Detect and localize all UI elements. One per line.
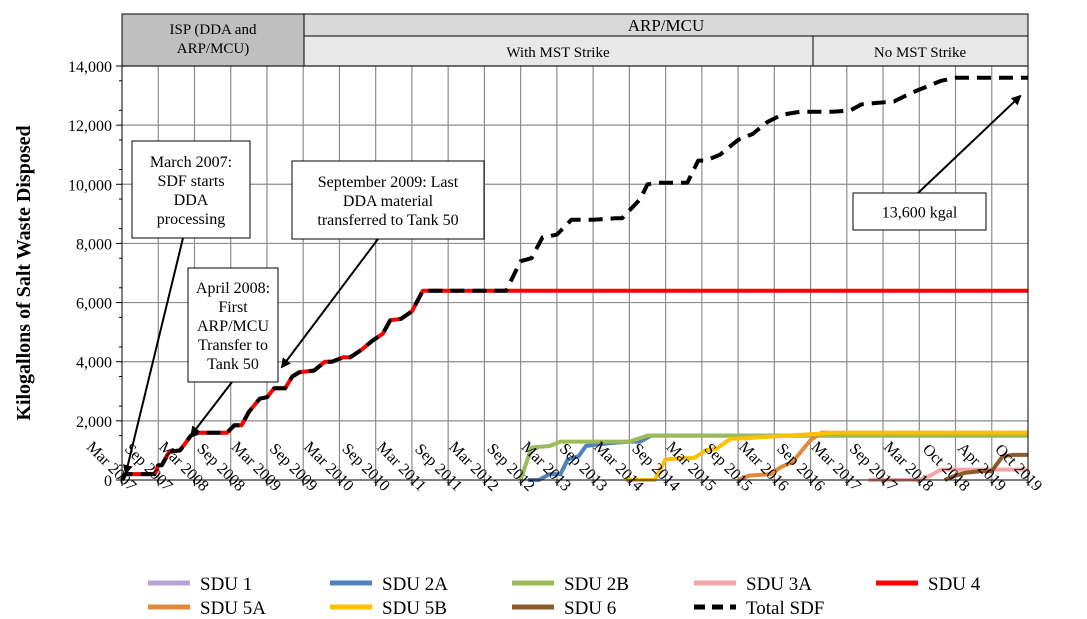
legend: SDU 1 SDU 2A SDU 2B SDU 3A SDU 4 SDU 5A SDU 5B… [148,574,981,619]
no-mst-box [812,35,1029,67]
annotation-text: SDF starts [157,173,224,190]
annotation-arrow [280,238,379,369]
annotation-text: transferred to Tank 50 [317,212,458,229]
annotation-text: DDA material [343,193,434,210]
legend-label: SDU 4 [928,574,981,595]
legend-label: SDU 5A [200,598,266,619]
annotation-arrow [122,237,184,476]
annotation-arrow [917,94,1022,194]
with-mst-box [303,35,814,67]
annotation-text: DDA [174,192,209,209]
annotation-text: April 2008: [196,280,270,297]
isp-header-line2: ARP/MCU) [177,41,250,57]
annotation-arrow [190,381,233,437]
series-line-sdu-2a [527,433,1028,482]
series-line-sdu-6 [943,452,1028,482]
y-tick-label: 6,000 [76,296,112,313]
arp-header-label: ARP/MCU [628,16,705,35]
phase-headers: ISP (DDA and ARP/MCU) ARP/MCU With MST S… [121,13,1029,67]
legend-label: SDU 1 [200,574,252,595]
series-line-total-sdf [120,75,1028,482]
legend-label: SDU 5B [382,598,447,619]
annotation-text: First [218,299,248,316]
series-line-sdu-5b [625,430,1028,482]
annotation-text: Tank 50 [207,356,259,373]
y-tick-label: 2,000 [76,414,112,431]
isp-header-line1: ISP (DDA and [170,22,257,38]
isp-header-box [121,13,305,67]
legend-label: SDU 6 [564,598,616,619]
legend-label: SDU 2B [564,574,629,595]
y-tick-label: 12,000 [68,118,112,135]
y-tick-label: 4,000 [76,355,112,372]
y-axis-label: Kilogallons of Salt Waste Disposed [13,125,35,420]
annotation-text: processing [157,211,225,228]
plot-frame [121,65,1029,481]
series-layer [120,75,1028,482]
annotation-text: ARP/MCU [197,318,269,335]
legend-label: Total SDF [746,598,824,619]
with-mst-label: With MST Strike [506,45,610,61]
y-tick-label: 0 [104,473,112,490]
series-line-sdu-2b [518,433,1028,481]
legend-label: SDU 2A [382,574,448,595]
annotation-text: Transfer to [198,337,268,354]
legend-label: SDU 3A [746,574,812,595]
y-tick-label: 10,000 [68,177,112,194]
y-axis-ticks: 0 2,000 4,000 6,000 8,000 10,000 12,000 14,000 [68,59,122,490]
annotation-box [291,160,485,240]
annotation-box [852,192,987,231]
annotation-text: September 2009: Last [318,174,459,191]
y-tick-label: 8,000 [76,236,112,253]
y-tick-label: 14,000 [68,59,112,76]
annotation-box [187,267,279,383]
annotations: March 2007: SDF starts DDA processing April … [122,94,1022,476]
annotation-box [131,140,251,239]
no-mst-label: No MST Strike [874,45,967,61]
annotation-text: March 2007: [150,154,232,171]
annotation-text: 13,600 kgal [882,205,958,222]
